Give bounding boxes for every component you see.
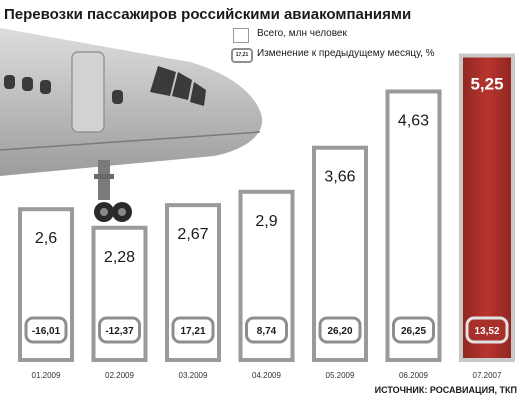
value-label-change-06.2009: 26,25	[401, 326, 426, 337]
airplane-illustration	[0, 28, 263, 222]
value-label-total-07.2007: 5,25	[470, 75, 503, 94]
x-tick-label-07.2007: 07.2007	[473, 371, 502, 380]
value-label-change-01.2009: -16,01	[32, 326, 61, 337]
change-badge-05.2009	[318, 316, 362, 344]
value-label-change-04.2009: 8,74	[257, 326, 277, 337]
x-tick-label-01.2009: 01.2009	[32, 371, 61, 380]
bar-total-06.2009	[385, 89, 442, 363]
value-label-total-05.2009: 3,66	[324, 169, 355, 186]
change-badge-02.2009	[98, 316, 141, 344]
value-label-total-01.2009: 2,6	[35, 230, 57, 247]
change-badge-06.2009	[392, 316, 435, 344]
value-label-total-03.2009: 2,67	[177, 226, 208, 243]
change-badge-04.2009	[245, 316, 288, 344]
x-tick-label-02.2009: 02.2009	[105, 371, 134, 380]
value-label-total-06.2009: 4,63	[398, 112, 429, 129]
bar-total-07.2007	[459, 53, 515, 362]
source-note: ИСТОЧНИК: РОСАВИАЦИЯ, ТКП	[374, 385, 517, 395]
x-tick-label-03.2009: 03.2009	[179, 371, 208, 380]
change-badge-03.2009	[171, 316, 215, 344]
value-label-change-02.2009: -12,37	[105, 326, 134, 337]
legend-item-total: Всего, млн человек	[233, 28, 453, 43]
legend-item-change: 17,21 Изменение к предыдущему месяцу, %	[231, 48, 463, 63]
value-label-change-07.2007: 13,52	[474, 326, 499, 337]
change-badge-01.2009	[24, 316, 68, 344]
legend-swatch-change: 17,21	[231, 48, 253, 63]
x-tick-label-05.2009: 05.2009	[326, 371, 355, 380]
legend-swatch-total	[233, 28, 249, 43]
value-label-total-02.2009: 2,28	[104, 249, 135, 266]
legend-label-change: Изменение к предыдущему месяцу, %	[257, 48, 435, 59]
value-label-change-03.2009: 17,21	[180, 326, 205, 337]
chart-title: Перевозки пассажиров российскими авиаком…	[4, 6, 412, 23]
change-badge-07.2007	[465, 316, 509, 344]
value-label-total-04.2009: 2,9	[255, 213, 277, 230]
x-tick-label-04.2009: 04.2009	[252, 371, 281, 380]
legend-label-total: Всего, млн человек	[257, 28, 347, 39]
value-label-change-05.2009: 26,20	[327, 326, 352, 337]
x-tick-label-06.2009: 06.2009	[399, 371, 428, 380]
